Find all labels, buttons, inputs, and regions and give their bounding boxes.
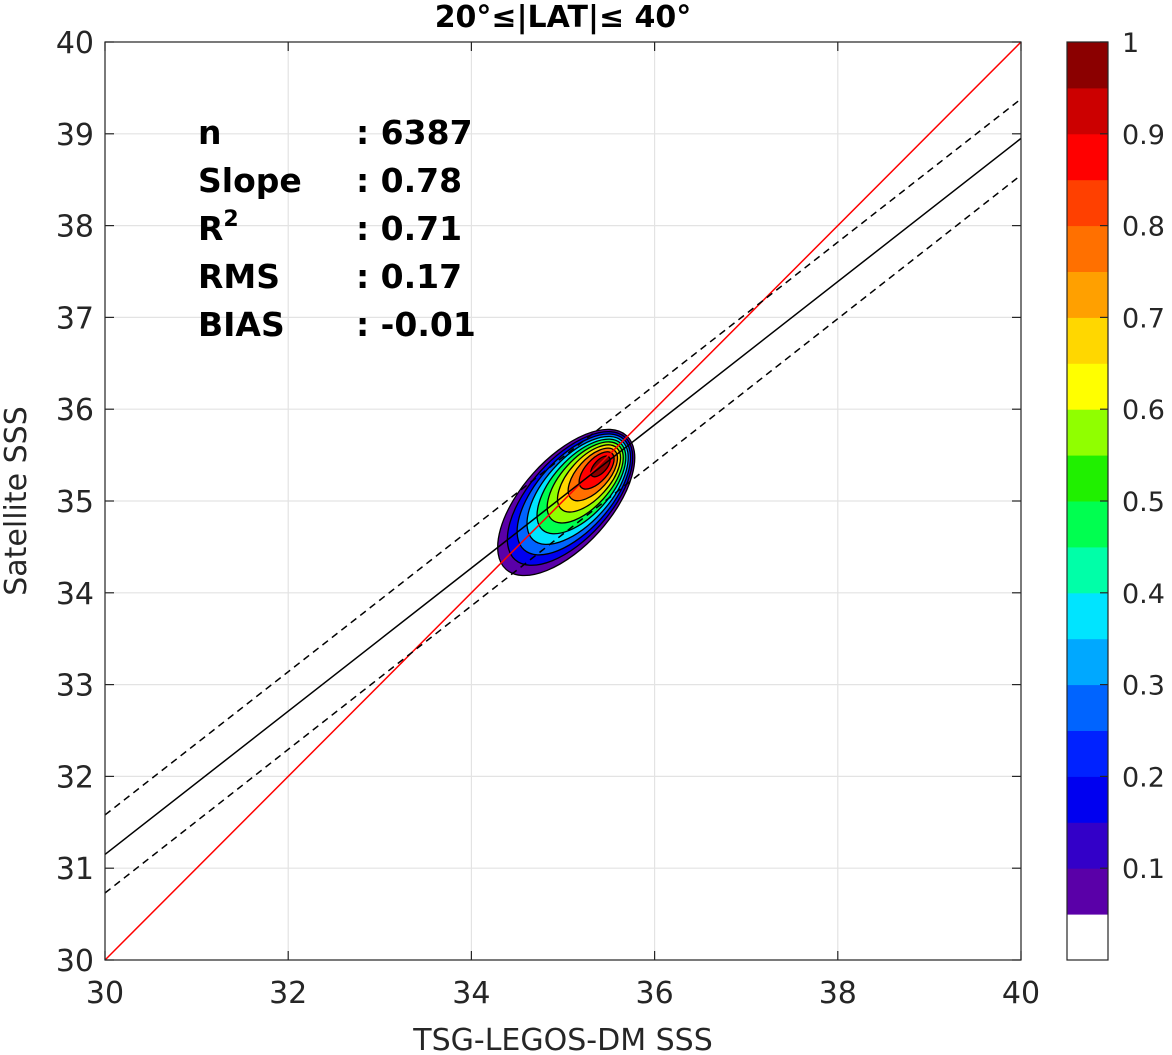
- colorbar-band: [1067, 546, 1108, 594]
- x-tick-label: 40: [1002, 976, 1040, 1011]
- colorbar-tick-label: 0.8: [1122, 212, 1165, 243]
- stat-value: : -0.01: [356, 305, 476, 344]
- y-tick-label: 31: [56, 852, 94, 887]
- x-tick-label: 30: [86, 976, 124, 1011]
- y-tick-label: 35: [56, 485, 94, 520]
- colorbar-band: [1067, 409, 1108, 456]
- colorbar-tick-label: 0.4: [1122, 579, 1165, 610]
- y-tick-label: 32: [56, 760, 94, 795]
- y-tick-label: 30: [56, 944, 94, 979]
- colorbar-band: [1067, 363, 1108, 410]
- colorbar-band: [1067, 730, 1108, 777]
- stat-value: : 0.17: [356, 257, 462, 296]
- regression-line: [105, 137, 1021, 856]
- y-tick-label: 39: [56, 118, 94, 153]
- chart-title: 20°≤|LAT|≤ 40°: [435, 0, 692, 35]
- stat-label: n: [198, 113, 222, 152]
- upper-bound-line: [105, 98, 1021, 816]
- colorbar-band: [1067, 271, 1108, 318]
- colorbar-band: [1067, 179, 1108, 227]
- colorbar-tick-label: 0.7: [1122, 303, 1165, 334]
- y-tick-labels: 30 31 32 33 34 35 36 37 38 39 40: [56, 26, 94, 979]
- colorbar-band: [1067, 868, 1108, 915]
- colorbar: 0.1 0.2 0.3 0.4 0.5 0.6 0.7 0.8 0.9 1: [1066, 28, 1165, 961]
- x-tick-labels: 30 32 34 36 38 40: [86, 976, 1040, 1011]
- x-tick-label: 32: [269, 976, 307, 1011]
- y-tick-label: 33: [56, 669, 94, 704]
- stat-label: RMS: [198, 257, 280, 296]
- colorbar-tick-label: 1: [1122, 28, 1139, 59]
- colorbar-band: [1067, 776, 1108, 823]
- colorbar-band: [1067, 133, 1108, 181]
- x-tick-label: 36: [636, 976, 674, 1011]
- y-tick-label: 40: [56, 26, 94, 61]
- colorbar-band: [1067, 501, 1108, 548]
- colorbar-tick-label: 0.1: [1122, 854, 1165, 885]
- colorbar-band: [1067, 592, 1108, 640]
- colorbar-band: [1067, 42, 1108, 89]
- stat-value: : 0.78: [356, 161, 462, 200]
- y-tick-label: 36: [56, 393, 94, 428]
- stat-superscript: 2: [223, 207, 238, 232]
- colorbar-band: [1067, 225, 1108, 272]
- reference-lines: [105, 42, 1021, 960]
- x-axis-label: TSG-LEGOS-DM SSS: [412, 1023, 713, 1055]
- y-axis-label: Satellite SSS: [0, 406, 34, 596]
- colorbar-tick-label: 0.9: [1122, 120, 1165, 151]
- colorbar-band: [1067, 914, 1108, 961]
- colorbar-band: [1067, 87, 1108, 135]
- colorbar-tick-label: 0.2: [1122, 762, 1165, 793]
- colorbar-tick-label: 0.5: [1122, 487, 1165, 518]
- colorbar-band: [1067, 684, 1108, 731]
- colorbar-band: [1067, 455, 1108, 502]
- colorbar-tick-label: 0.3: [1122, 671, 1165, 702]
- x-tick-label: 34: [452, 976, 490, 1011]
- stat-label: Slope: [198, 161, 302, 200]
- y-tick-label: 38: [56, 210, 94, 245]
- colorbar-tick-label: 0.6: [1122, 395, 1165, 426]
- y-tick-label: 34: [56, 577, 94, 612]
- stat-value: : 0.71: [356, 209, 462, 248]
- x-tick-label: 38: [819, 976, 857, 1011]
- stat-label: BIAS: [198, 305, 285, 344]
- lower-bound-line: [105, 174, 1021, 894]
- grid: [104, 41, 1022, 961]
- y-tick-label: 37: [56, 301, 94, 336]
- stat-value: : 6387: [356, 113, 473, 152]
- identity-line: [105, 42, 1021, 960]
- colorbar-band: [1067, 822, 1108, 869]
- axis-ticks: [104, 41, 1022, 961]
- colorbar-band: [1067, 638, 1108, 686]
- colorbar-band: [1067, 317, 1108, 364]
